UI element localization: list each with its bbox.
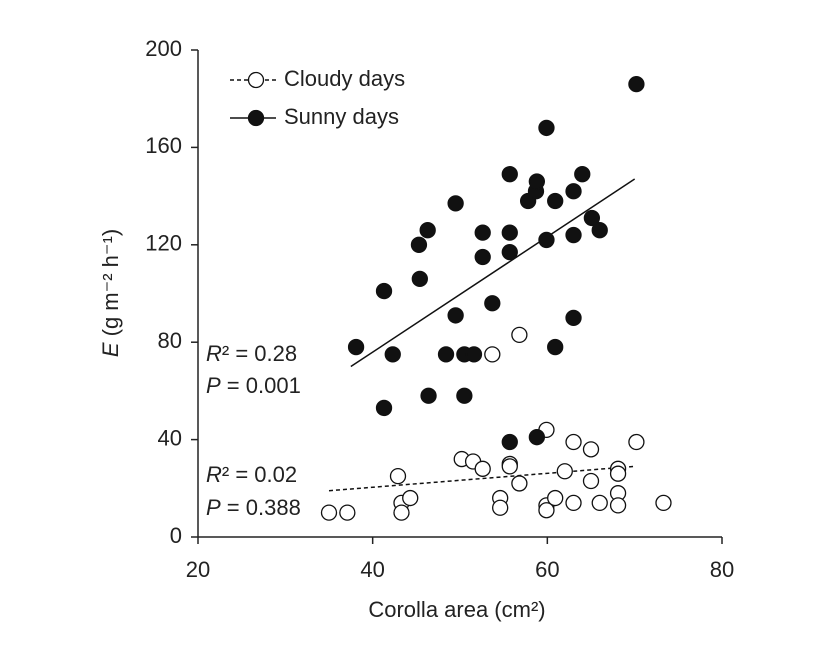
- x-tick-label: 20: [186, 557, 210, 582]
- legend-label: Sunny days: [284, 104, 399, 129]
- y-tick-label: 0: [170, 523, 182, 548]
- point: [582, 472, 600, 490]
- point: [565, 433, 582, 451]
- point: [547, 338, 564, 356]
- y-tick-label: 80: [158, 328, 182, 353]
- point: [565, 183, 582, 200]
- point: [501, 458, 518, 475]
- point: [501, 224, 518, 241]
- point: [375, 399, 393, 417]
- legend-marker: [247, 109, 265, 127]
- point: [402, 489, 419, 507]
- point: [484, 295, 501, 312]
- point: [628, 75, 645, 93]
- point: [320, 504, 338, 521]
- point: [565, 226, 582, 244]
- point: [628, 433, 645, 451]
- point: [419, 222, 436, 239]
- point: [591, 222, 608, 239]
- point: [565, 309, 582, 327]
- point: [447, 195, 464, 212]
- point: [474, 248, 491, 266]
- point: [556, 463, 573, 480]
- y-tick-label: 200: [145, 36, 182, 61]
- point: [591, 494, 608, 512]
- trend-line: [350, 178, 636, 368]
- y-tick-label: 160: [145, 133, 182, 158]
- point: [456, 387, 473, 404]
- point: [528, 429, 546, 446]
- point: [565, 494, 582, 512]
- point: [501, 433, 518, 451]
- trend-line: [328, 465, 635, 492]
- point: [547, 192, 564, 210]
- point: [528, 173, 546, 190]
- x-tick-label: 80: [710, 557, 734, 582]
- point: [582, 441, 600, 458]
- point: [538, 119, 555, 137]
- point: [511, 475, 528, 492]
- point: [574, 166, 591, 183]
- point: [375, 282, 393, 300]
- annotation: P = 0.001: [206, 373, 301, 398]
- point: [474, 224, 491, 241]
- annotation: P = 0.388: [206, 495, 301, 520]
- point: [492, 499, 509, 516]
- point: [583, 209, 601, 227]
- point: [501, 166, 518, 183]
- point: [389, 467, 407, 485]
- point: [410, 236, 428, 253]
- point: [437, 346, 455, 363]
- point: [609, 465, 627, 482]
- annotation: R² = 0.28: [206, 341, 297, 366]
- point: [547, 489, 564, 507]
- point: [447, 307, 464, 324]
- y-tick-label: 40: [158, 425, 182, 450]
- point: [538, 231, 555, 249]
- point: [393, 504, 410, 521]
- point: [474, 460, 491, 477]
- point: [538, 502, 555, 519]
- point: [347, 338, 365, 356]
- x-axis-label: Corolla area (cm²): [368, 597, 545, 622]
- legend-marker: [247, 71, 265, 89]
- point: [609, 497, 627, 514]
- annotation: R² = 0.02: [206, 462, 297, 487]
- y-tick-label: 120: [145, 231, 182, 256]
- y-axis-label: E (g m⁻² h⁻¹): [98, 229, 123, 357]
- x-tick-label: 40: [360, 557, 384, 582]
- point: [465, 346, 483, 363]
- point: [420, 387, 437, 404]
- point: [384, 346, 401, 363]
- x-tick-label: 60: [535, 557, 559, 582]
- legend-label: Cloudy days: [284, 66, 405, 91]
- point: [511, 326, 528, 344]
- point: [411, 270, 428, 288]
- point: [501, 243, 518, 261]
- point: [655, 494, 672, 512]
- point: [484, 346, 501, 363]
- point: [339, 504, 356, 521]
